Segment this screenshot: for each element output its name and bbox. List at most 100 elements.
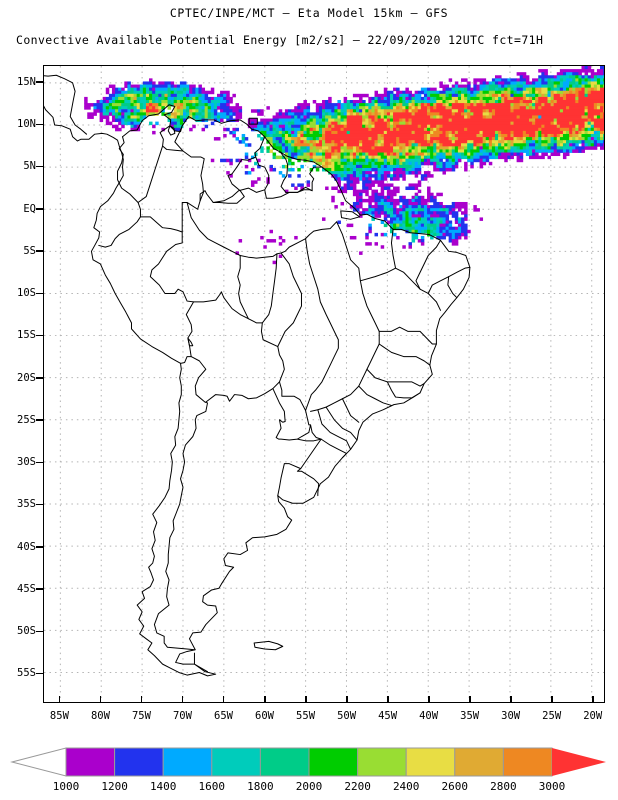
y-axis-tick-mark: [36, 334, 43, 337]
y-axis-tick-mark: [36, 81, 43, 83]
y-axis-tick-mark: [36, 123, 43, 126]
x-axis-tick-label: 20W: [583, 710, 603, 722]
coastline-path: [137, 145, 164, 203]
x-axis-tick-mark: [305, 696, 307, 703]
coastline-path: [320, 438, 348, 459]
coastline-path: [186, 201, 338, 259]
coastline-path: [415, 239, 441, 290]
x-axis-tick-label: 25W: [542, 710, 562, 722]
x-axis-tick-mark: [469, 696, 471, 703]
coastline-path: [359, 267, 441, 311]
x-axis-tick-mark: [140, 696, 143, 703]
coastline-path: [248, 117, 258, 125]
y-axis-tick-mark: [36, 208, 43, 210]
x-axis-tick-label: 40W: [419, 710, 439, 722]
page-title: CPTEC/INPE/MCT — Eta Model 15km — GFS: [169, 6, 449, 20]
coastline-path: [174, 125, 184, 152]
x-axis-tick-mark: [510, 696, 512, 703]
colorbar: 1000 1200 1400 1600 1800 2000 2200 2400 2600 2800…: [0, 740, 618, 800]
colorbar-tick-label: 1000: [52, 780, 80, 793]
coastline-path: [358, 385, 392, 406]
y-axis-tick-label: 50S: [17, 625, 36, 638]
y-axis-tick-label: 15N: [17, 75, 36, 88]
x-axis-tick-label: 85W: [49, 710, 69, 722]
x-axis-tick-label: 70W: [172, 710, 192, 722]
y-axis-tick-mark: [36, 250, 43, 252]
x-axis-tick-mark: [346, 696, 348, 703]
coastline-path: [325, 406, 358, 441]
y-axis-tick-mark: [36, 461, 43, 464]
coastline-path: [305, 238, 339, 412]
y-axis-tick-mark: [36, 546, 43, 548]
colorbar-tick-label: 2200: [344, 780, 371, 793]
coastline-path: [378, 326, 437, 345]
coastline-path: [181, 136, 266, 233]
colorbar-swatches: [10, 747, 606, 777]
coastline-path: [255, 156, 313, 199]
x-axis-tick-label: 75W: [131, 710, 151, 722]
coastline-path: [272, 381, 312, 441]
x-axis-tick-label: 80W: [90, 710, 110, 722]
coastline-path: [390, 228, 397, 269]
colorbar-tick-label: 1200: [101, 780, 128, 793]
y-axis-tick-label: 25S: [17, 413, 36, 426]
y-axis-tick-mark: [36, 377, 43, 379]
coastline-path: [159, 125, 205, 202]
colorbar-tick-label: 2000: [295, 780, 323, 793]
coastline-path: [341, 398, 360, 423]
x-axis-tick-label: 35W: [460, 710, 480, 722]
y-axis-tick-mark: [36, 165, 43, 168]
y-axis-tick-mark: [36, 588, 43, 590]
x-axis-tick-label: 30W: [501, 710, 521, 722]
y-axis-tick-label: 30S: [17, 456, 36, 469]
x-axis-tick-label: 55W: [296, 710, 316, 722]
coastline-path: [447, 276, 458, 299]
colorbar-tick-label: 1600: [198, 780, 226, 793]
colorbar-tick-label: 1400: [149, 780, 177, 793]
colorbar-tick-label: 2400: [392, 780, 420, 793]
y-axis-tick-label: 5S: [23, 244, 36, 257]
coastline-path: [261, 253, 278, 324]
y-axis-tick-mark: [36, 419, 43, 421]
y-axis-tick-label: 10N: [17, 118, 36, 131]
page-subtitle: Convective Available Potential Energy [m…: [16, 33, 544, 47]
y-axis-tick-label: EQ: [23, 202, 36, 215]
coastline-path: [340, 210, 361, 220]
map-plot-area: [43, 65, 605, 703]
coastline-path: [44, 74, 88, 135]
colorbar-tick-label: 1800: [247, 780, 274, 793]
coastline-path: [167, 125, 176, 136]
x-axis-tick-mark: [592, 696, 594, 703]
coastline-path: [193, 291, 285, 403]
x-axis-tick-label: 50W: [337, 710, 357, 722]
x-axis-tick-mark: [387, 696, 389, 703]
y-axis-tick-label: 40S: [17, 540, 36, 553]
x-axis-tick-mark: [58, 696, 61, 703]
x-axis-tick-mark: [181, 696, 184, 703]
coastline-path: [253, 640, 284, 651]
colorbar-tick-label: 3000: [538, 780, 566, 793]
coastline-path: [366, 368, 425, 387]
y-axis-tick-label: 35S: [17, 498, 36, 511]
y-axis-tick-label: 10S: [17, 287, 36, 300]
cape-shaded-field: [84, 66, 604, 265]
y-axis-tick-label: 5N: [23, 160, 36, 173]
y-axis-tick-mark: [36, 292, 43, 295]
coastline-path: [44, 104, 471, 677]
map-canvas: [44, 66, 604, 702]
coastline-path: [187, 337, 194, 347]
y-axis-tick-label: 45S: [17, 582, 36, 595]
coastline-path: [153, 356, 209, 651]
coastlines-and-borders: [44, 74, 471, 677]
x-axis-tick-mark: [551, 696, 553, 703]
coastline-path: [193, 652, 209, 673]
coastline-path: [386, 381, 421, 399]
y-axis-tick-mark: [36, 672, 43, 675]
x-axis-tick-mark: [264, 696, 266, 703]
colorbar-tick-label: 2800: [490, 780, 517, 793]
y-axis-tick-label: 20S: [17, 371, 36, 384]
x-axis-tick-mark: [99, 696, 102, 703]
x-axis-tick-label: 45W: [378, 710, 398, 722]
colorbar-tick-label: 2600: [441, 780, 469, 793]
